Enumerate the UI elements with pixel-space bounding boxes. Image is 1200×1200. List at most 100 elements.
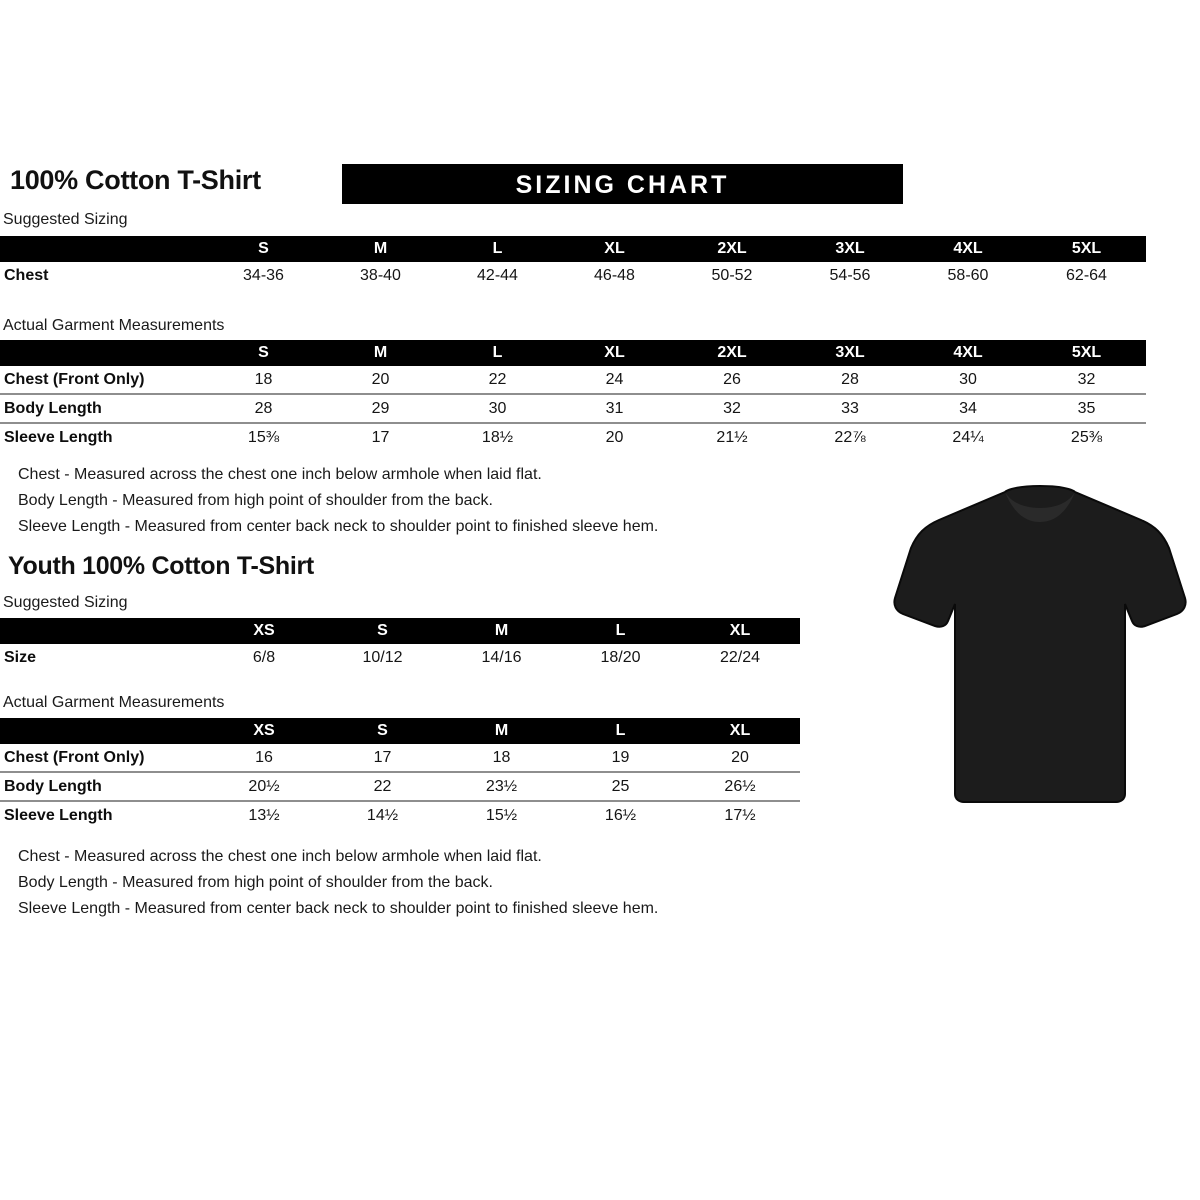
- adult-actual-column-header: 5XL: [1071, 344, 1102, 361]
- adult-actual-column-header: 4XL: [953, 344, 983, 361]
- youth-actual-column-header: L: [615, 722, 626, 739]
- adult-actual-cell: 24: [605, 370, 624, 388]
- adult-actual-cell: 29: [322, 393, 439, 423]
- table-body: Chest (Front Only) 18 20 22 24 26 28 30 32 Body L…: [0, 366, 1146, 451]
- youth-actual-cell: 13½: [205, 800, 323, 829]
- adult-actual-cell: 26: [723, 370, 741, 388]
- adult-actual-measurements-table: S M L XL 2XL 3XL 4XL 5XL Chest (Front Only) 18 20…: [0, 340, 1146, 451]
- t-shirt-illustration: [893, 478, 1188, 808]
- adult-actual-column-header: S: [258, 344, 269, 361]
- adult-actual-cell: 15⅜: [205, 422, 322, 451]
- adult-actual-cell: 20: [371, 370, 390, 388]
- adult-suggested-cell: 62-64: [1066, 266, 1107, 284]
- table-row: Body Length 28 29 30 31 32 33 34 35: [0, 393, 1146, 423]
- adult-suggested-cell: 58-60: [947, 266, 989, 284]
- adult-actual-cell: 24¼: [909, 422, 1027, 451]
- table-body: Size 6/8 10/12 14/16 18/20 22/24: [0, 644, 800, 671]
- table-row: Chest (Front Only) 16 17 18 19 20: [0, 744, 800, 772]
- table-header-row: XS S M L XL: [0, 718, 800, 744]
- table-row: Size 6/8 10/12 14/16 18/20 22/24: [0, 644, 800, 671]
- adult-actual-column-header: XL: [604, 344, 625, 361]
- youth-note: Chest - Measured across the chest one in…: [18, 848, 542, 865]
- adult-actual-cell: 22: [488, 370, 507, 388]
- adult-actual-cell: 33: [791, 393, 909, 423]
- adult-actual-cell: 30: [439, 393, 556, 423]
- adult-suggested-cell: 42-44: [477, 266, 518, 284]
- adult-actual-column-header: L: [492, 344, 503, 361]
- youth-actual-row-label: Sleeve Length: [0, 800, 205, 829]
- adult-suggested-column-header: M: [373, 240, 388, 257]
- adult-actual-cell: 30: [959, 370, 977, 388]
- youth-suggested-rowlabel-header: [0, 618, 205, 644]
- youth-note: Sleeve Length - Measured from center bac…: [18, 900, 659, 917]
- youth-suggested-cell: 14/16: [481, 648, 522, 666]
- youth-actual-cell: 26½: [680, 771, 800, 801]
- youth-actual-cell: 17: [373, 748, 392, 766]
- adult-actual-cell: 35: [1027, 393, 1146, 423]
- adult-actual-cell: 25⅜: [1027, 422, 1146, 451]
- adult-actual-row-label: Chest (Front Only): [4, 370, 145, 388]
- adult-actual-cell: 32: [673, 393, 791, 423]
- adult-suggested-cell: 38-40: [360, 266, 401, 284]
- adult-suggested-column-header: 4XL: [953, 240, 983, 257]
- youth-suggested-sizing-label: Suggested Sizing: [3, 594, 128, 611]
- youth-suggested-column-header: L: [615, 622, 626, 639]
- adult-suggested-column-header: L: [492, 240, 503, 257]
- youth-actual-cell: 19: [611, 748, 630, 766]
- sizing-chart-banner: SIZING CHART: [342, 164, 903, 204]
- adult-measurement-notes: Chest - Measured across the chest one in…: [18, 462, 658, 540]
- youth-actual-cell: 16: [255, 748, 273, 766]
- youth-actual-row-label: Chest (Front Only): [4, 748, 145, 766]
- adult-actual-cell: 22⅞: [791, 422, 909, 451]
- sizing-chart-banner-label: SIZING CHART: [515, 171, 730, 199]
- youth-suggested-cell: 6/8: [252, 648, 276, 666]
- adult-actual-cell: 17: [322, 422, 439, 451]
- adult-note: Chest - Measured across the chest one in…: [18, 466, 542, 483]
- youth-actual-measurements-label: Actual Garment Measurements: [3, 694, 225, 711]
- adult-actual-column-header: M: [373, 344, 388, 361]
- youth-actual-cell: 20: [731, 748, 749, 766]
- youth-suggested-cell: 22/24: [719, 648, 761, 666]
- youth-suggested-sizing-table: XS S M L XL Size 6/8 10/12 14/16 18/20 22/24: [0, 618, 800, 671]
- youth-actual-column-header: M: [494, 722, 509, 739]
- youth-actual-column-header: S: [377, 722, 388, 739]
- youth-actual-cell: 16½: [561, 800, 680, 829]
- adult-note: Body Length - Measured from high point o…: [18, 492, 493, 509]
- adult-actual-column-header: 2XL: [717, 344, 747, 361]
- adult-actual-cell: 18½: [439, 422, 556, 451]
- youth-actual-cell: 23½: [442, 771, 561, 801]
- youth-actual-cell: 22: [323, 771, 442, 801]
- youth-suggested-column-header: M: [494, 622, 509, 639]
- youth-actual-row-label: Body Length: [0, 771, 205, 801]
- youth-actual-measurements-table: XS S M L XL Chest (Front Only) 16 17 18 19 20 Body…: [0, 718, 800, 829]
- adult-actual-cell: 34: [909, 393, 1027, 423]
- adult-suggested-cell: 50-52: [711, 266, 753, 284]
- youth-section-title: Youth 100% Cotton T-Shirt: [8, 552, 314, 580]
- youth-note: Body Length - Measured from high point o…: [18, 874, 493, 891]
- youth-suggested-row-label: Size: [4, 648, 37, 666]
- adult-suggested-rowlabel-header: [0, 236, 205, 262]
- table-row: Chest 34-36 38-40 42-44 46-48 50-52 54-56 58-60…: [0, 262, 1146, 289]
- youth-suggested-column-header: S: [377, 622, 388, 639]
- table-header-row: S M L XL 2XL 3XL 4XL 5XL: [0, 340, 1146, 366]
- adult-suggested-sizing-table: S M L XL 2XL 3XL 4XL 5XL Chest 34-36 38-40 42-44 46…: [0, 236, 1146, 289]
- youth-actual-column-header: XS: [253, 722, 275, 739]
- adult-actual-cell: 20: [556, 422, 673, 451]
- t-shirt-icon: [893, 484, 1187, 803]
- adult-actual-row-label: Sleeve Length: [0, 422, 205, 451]
- youth-suggested-cell: 18/20: [600, 648, 641, 666]
- table-row: Body Length 20½ 22 23½ 25 26½: [0, 771, 800, 801]
- adult-suggested-column-header: XL: [604, 240, 625, 257]
- adult-actual-cell: 32: [1077, 370, 1096, 388]
- adult-actual-cell: 28: [205, 393, 322, 423]
- youth-actual-cell: 17½: [680, 800, 800, 829]
- adult-actual-row-label: Body Length: [0, 393, 205, 423]
- adult-suggested-cell: 46-48: [594, 266, 635, 284]
- adult-suggested-column-header: 2XL: [717, 240, 747, 257]
- adult-actual-cell: 31: [556, 393, 673, 423]
- adult-suggested-cell: 54-56: [829, 266, 871, 284]
- table-body: Chest (Front Only) 16 17 18 19 20 Body Length 2…: [0, 744, 800, 829]
- table-row: Sleeve Length 15⅜ 17 18½ 20 21½ 22⅞ 24¼ 25⅜: [0, 422, 1146, 451]
- table-body: Chest 34-36 38-40 42-44 46-48 50-52 54-56 58-60…: [0, 262, 1146, 289]
- adult-section-title: 100% Cotton T-Shirt: [10, 165, 261, 195]
